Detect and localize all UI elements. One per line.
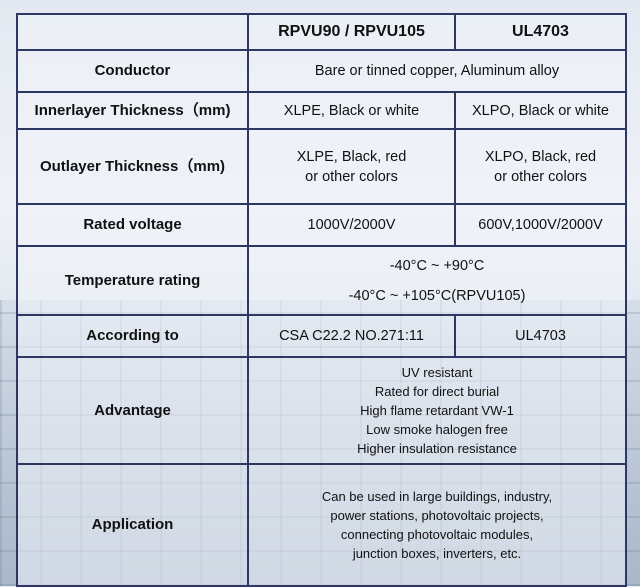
label-outlayer: Outlayer Thickness（mm) — [16, 128, 249, 205]
row-application: Application Can be used in large buildin… — [16, 463, 627, 587]
line: or other colors — [305, 168, 398, 185]
header-row: RPVU90 / RPVU105 UL4703 — [16, 13, 627, 51]
value-temperature: -40°C ~ +90°C -40°C ~ +105°C(RPVU105) — [247, 245, 627, 316]
value-innerlayer-rpvu: XLPE, Black or white — [247, 91, 456, 130]
header-ul: UL4703 — [454, 13, 627, 51]
value-according-ul: UL4703 — [454, 314, 627, 358]
line: Higher insulation resistance — [357, 441, 517, 456]
label-according: According to — [16, 314, 249, 358]
row-voltage: Rated voltage 1000V/2000V 600V,1000V/200… — [16, 203, 627, 247]
header-empty — [16, 13, 249, 51]
line: power stations, photovoltaic projects, — [330, 508, 544, 523]
line: junction boxes, inverters, etc. — [352, 546, 522, 561]
row-advantage: Advantage UV resistant Rated for direct … — [16, 356, 627, 465]
value-outlayer-rpvu: XLPE, Black, red or other colors — [247, 128, 456, 205]
line: -40°C ~ +105°C(RPVU105) — [348, 287, 526, 304]
label-conductor: Conductor — [16, 49, 249, 93]
spec-table: RPVU90 / RPVU105 UL4703 Conductor Bare o… — [16, 13, 627, 587]
value-voltage-ul: 600V,1000V/2000V — [454, 203, 627, 247]
row-outlayer: Outlayer Thickness（mm) XLPE, Black, red o… — [16, 128, 627, 205]
row-conductor: Conductor Bare or tinned copper, Aluminu… — [16, 49, 627, 93]
line: Low smoke halogen free — [366, 422, 508, 437]
value-application: Can be used in large buildings, industry… — [247, 463, 627, 587]
row-temperature: Temperature rating -40°C ~ +90°C -40°C ~ … — [16, 245, 627, 316]
header-rpvu: RPVU90 / RPVU105 — [247, 13, 456, 51]
line: Can be used in large buildings, industry… — [321, 489, 553, 504]
line: XLPO, Black, red — [484, 148, 597, 165]
row-according: According to CSA C22.2 NO.271:11 UL4703 — [16, 314, 627, 358]
value-conductor: Bare or tinned copper, Aluminum alloy — [247, 49, 627, 93]
value-according-rpvu: CSA C22.2 NO.271:11 — [247, 314, 456, 358]
value-innerlayer-ul: XLPO, Black or white — [454, 91, 627, 130]
label-innerlayer: Innerlayer Thickness（mm) — [16, 91, 249, 130]
line: Rated for direct burial — [374, 384, 500, 399]
value-advantage: UV resistant Rated for direct burial Hig… — [247, 356, 627, 465]
line: connecting photovoltaic modules, — [340, 527, 534, 542]
row-innerlayer: Innerlayer Thickness（mm) XLPE, Black or … — [16, 91, 627, 130]
label-application: Application — [16, 463, 249, 587]
line: XLPE, Black, red — [296, 148, 407, 165]
label-voltage: Rated voltage — [16, 203, 249, 247]
value-voltage-rpvu: 1000V/2000V — [247, 203, 456, 247]
line: -40°C ~ +90°C — [389, 257, 485, 274]
line: UV resistant — [401, 365, 473, 380]
line: or other colors — [494, 168, 587, 185]
label-advantage: Advantage — [16, 356, 249, 465]
value-outlayer-ul: XLPO, Black, red or other colors — [454, 128, 627, 205]
label-temperature: Temperature rating — [16, 245, 249, 316]
line: High flame retardant VW-1 — [360, 403, 514, 418]
